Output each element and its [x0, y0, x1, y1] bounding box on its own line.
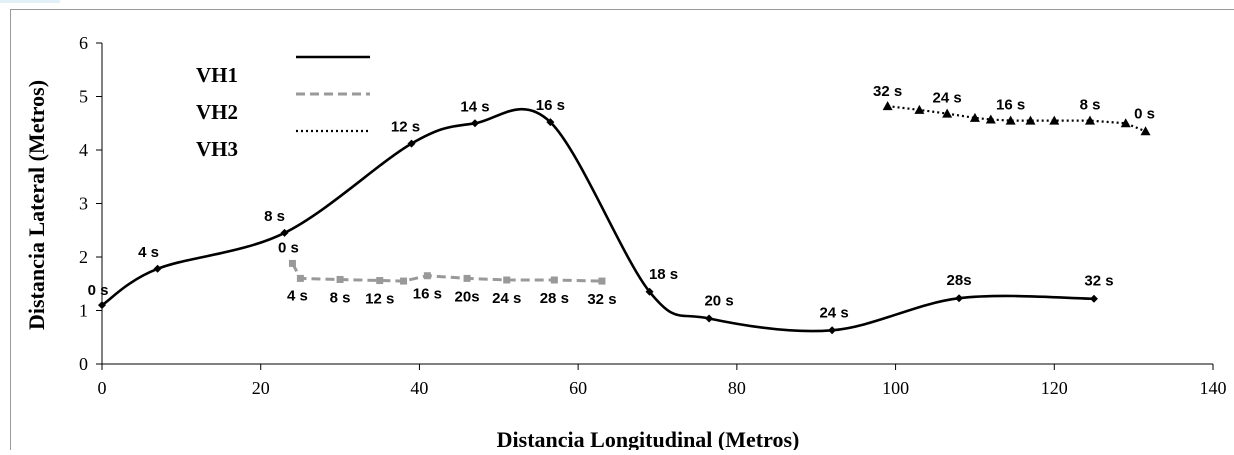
data-point-vh2	[336, 275, 344, 283]
point-label-vh2: 12 s	[365, 291, 394, 308]
point-label-vh3: 8 s	[1080, 97, 1101, 114]
data-point-vh1	[153, 264, 162, 273]
point-label-vh1: 18 s	[649, 266, 678, 283]
y-tick-label: 3	[79, 194, 88, 214]
point-label-vh1: 0 s	[88, 282, 109, 299]
data-point-vh3	[1084, 115, 1095, 125]
data-point-vh1	[546, 118, 555, 127]
point-label-vh2: 20s	[455, 288, 480, 305]
data-point-vh2	[550, 276, 558, 284]
data-point-vh3	[1025, 115, 1036, 125]
y-tick-label: 4	[79, 140, 88, 160]
x-tick-label: 140	[1200, 378, 1227, 398]
data-point-vh3	[1140, 126, 1151, 136]
legend-label-vh3: VH3	[196, 137, 238, 161]
point-label-vh3: 32 s	[873, 83, 902, 100]
data-point-vh1	[280, 228, 289, 237]
data-point-vh3	[914, 104, 925, 114]
series	[98, 101, 1151, 335]
point-label-vh2: 24 s	[492, 290, 521, 307]
data-point-vh2	[296, 274, 304, 282]
point-label-vh2: 32 s	[587, 291, 616, 308]
point-label-vh2: 28 s	[540, 290, 569, 307]
data-point-vh3	[1120, 118, 1131, 128]
point-label-vh2: 8 s	[330, 289, 351, 306]
frame-corner-mark	[0, 0, 60, 3]
data-point-vh2	[288, 259, 296, 267]
data-point-vh2	[463, 274, 471, 282]
data-point-vh2	[400, 277, 408, 285]
x-tick-label: 0	[98, 378, 107, 398]
point-label-vh1: 12 s	[391, 119, 420, 136]
point-label-vh1: 28s	[947, 272, 972, 289]
data-point-vh3	[942, 108, 953, 118]
point-label-vh2: 0 s	[278, 239, 299, 256]
point-label-vh1: 32 s	[1084, 273, 1113, 290]
data-point-vh1	[1089, 294, 1098, 303]
y-tick-label: 5	[79, 87, 88, 107]
point-label-vh3: 16 s	[996, 97, 1025, 114]
point-label-vh1: 20 s	[704, 293, 733, 310]
data-point-vh3	[1049, 115, 1060, 125]
data-point-vh1	[407, 139, 416, 148]
data-point-vh3	[985, 114, 996, 124]
series-line-vh3	[887, 105, 1146, 133]
x-axis-title: Distancia Longitudinal (Metros)	[497, 427, 800, 450]
y-axis-title: Distancia Lateral (Metros)	[24, 80, 49, 330]
data-point-vh3	[882, 101, 893, 111]
series-vh2	[288, 259, 606, 285]
y-tick-label: 1	[79, 301, 88, 321]
x-tick-label: 80	[728, 378, 746, 398]
data-point-vh2	[376, 277, 384, 285]
x-tick-label: 40	[410, 378, 428, 398]
axes	[96, 42, 1214, 370]
data-point-vh3	[969, 112, 980, 122]
point-label-vh1: 24 s	[819, 304, 848, 321]
data-point-vh1	[828, 326, 837, 335]
legend-label-vh2: VH2	[196, 100, 238, 124]
y-tick-label: 6	[79, 33, 88, 53]
series-line-vh1	[101, 108, 1095, 333]
legend-label-vh1: VH1	[196, 63, 238, 87]
series-vh3	[882, 101, 1151, 136]
legend: VH1 VH2 VH3	[196, 55, 370, 161]
y-tick-label: 2	[79, 247, 88, 267]
x-tick-label: 100	[882, 378, 909, 398]
x-tick-label: 20	[252, 378, 270, 398]
point-label-vh1: 4 s	[138, 244, 159, 261]
data-point-vh3	[1005, 115, 1016, 125]
data-point-vh2	[598, 277, 606, 285]
point-label-vh3: 24 s	[933, 90, 962, 107]
data-point-vh1	[470, 119, 479, 128]
x-tick-label: 60	[569, 378, 587, 398]
data-point-vh2	[503, 276, 511, 284]
data-point-vh1	[705, 314, 714, 323]
point-labels: 0 s 4 s 8 s 12 s 14 s 16 s 18 s 20 s 24 s 28s 32 s…	[88, 83, 1155, 321]
series-line-vh2	[291, 262, 603, 283]
point-label-vh3: 0 s	[1134, 105, 1155, 122]
series-vh1	[98, 108, 1098, 335]
point-label-vh2: 16 s	[413, 286, 442, 303]
data-point-vh2	[423, 272, 431, 280]
point-label-vh1: 16 s	[536, 97, 565, 114]
data-point-vh1	[98, 301, 106, 310]
data-point-vh1	[955, 294, 964, 303]
point-label-vh1: 8 s	[264, 208, 285, 225]
point-label-vh1: 14 s	[460, 98, 489, 115]
y-tick-label: 0	[79, 354, 88, 374]
data-point-vh1	[645, 287, 654, 296]
point-label-vh2: 4 s	[287, 287, 308, 304]
x-tick-label: 120	[1041, 378, 1068, 398]
